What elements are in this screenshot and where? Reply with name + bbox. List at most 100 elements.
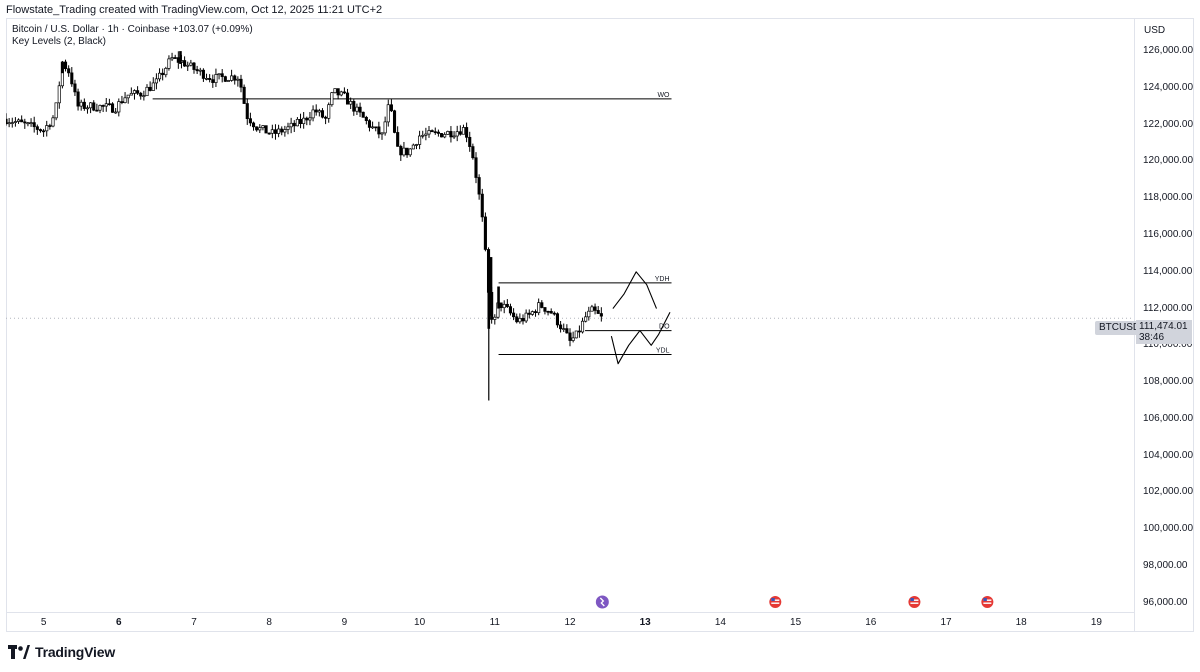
candle-body [151, 82, 155, 91]
price-tick-label: 102,000.00 [1143, 486, 1194, 498]
time-tick-label: 16 [865, 617, 877, 628]
price-tick-label: 122,000.00 [1143, 118, 1194, 130]
candle-body [192, 62, 196, 70]
flag-stripe [910, 602, 919, 604]
candle-body [245, 103, 249, 120]
candle-body [367, 120, 372, 128]
candle-body [26, 122, 30, 125]
candle-body [327, 104, 331, 119]
candle-body [32, 122, 36, 128]
candle-body [126, 94, 130, 99]
candle-body [67, 68, 71, 74]
price-tick-label: 120,000.00 [1143, 155, 1194, 167]
candle-body [16, 119, 21, 122]
candle-body [433, 131, 437, 134]
candle-body [54, 102, 58, 119]
candle-body [248, 118, 252, 124]
candle-body [439, 133, 444, 138]
legend-indicator[interactable]: Key Levels (2, Black) [12, 36, 106, 47]
candle-body [358, 106, 362, 113]
last-price-label: 111,474.01 38:46 [1136, 320, 1192, 344]
candle-body [527, 312, 531, 315]
candle-body-large [487, 262, 491, 329]
candle-body [443, 134, 447, 138]
candle-body [82, 101, 86, 109]
candle-body [308, 117, 312, 121]
us-flag-icon[interactable] [980, 595, 995, 609]
candle-body [183, 60, 187, 67]
candle-body [392, 110, 397, 133]
candle-body [480, 193, 484, 218]
candle-body [345, 92, 350, 105]
projection-path-2[interactable] [610, 311, 671, 365]
candle-body [524, 312, 528, 322]
candle-body [483, 216, 487, 250]
us-flag-icon[interactable] [907, 595, 922, 609]
candle-body [549, 310, 553, 314]
price-tick-label: 112,000.00 [1143, 302, 1193, 314]
time-tick-label: 18 [1015, 617, 1027, 628]
us-flag-icon[interactable] [768, 595, 783, 609]
candle-body [349, 101, 353, 105]
candle-body [13, 121, 17, 123]
candle-body [468, 136, 472, 147]
time-tick-label: 7 [191, 617, 197, 628]
price-tick-label: 106,000.00 [1143, 412, 1194, 424]
candle-body [577, 330, 581, 333]
candle-body [314, 109, 318, 113]
time-tick-label: 9 [341, 617, 348, 628]
candle-body [110, 103, 115, 113]
candle-body [139, 92, 143, 97]
brand-name: TradingView [35, 644, 116, 660]
candlestick-chart[interactable]: WO YDH DO YDL [6, 18, 1134, 612]
candle-body [35, 126, 39, 130]
candle-body [518, 317, 522, 323]
candle-body [280, 128, 284, 133]
candle-body [355, 106, 359, 112]
price-tick-label: 126,000.00 [1143, 45, 1194, 57]
candle-body [167, 58, 171, 69]
legend-symbol[interactable]: Bitcoin / U.S. Dollar · 1h · Coinbase [12, 24, 170, 35]
candle-body [477, 177, 481, 195]
time-axis[interactable]: 5 6 7 8 9 10 11 12 13 14 15 16 17 18 19 [6, 612, 1134, 632]
candle-body [552, 312, 556, 315]
candle-body [73, 83, 77, 93]
key-level-ydl-label: YDL [656, 348, 670, 355]
time-tick-label: 10 [414, 617, 426, 628]
candle-body [568, 332, 572, 341]
candle-body [195, 69, 199, 72]
price-tick-label: 104,000.00 [1143, 449, 1194, 461]
candle-body [414, 144, 419, 146]
candle-body [145, 86, 149, 97]
time-tick-label: 12 [564, 617, 576, 628]
candle-body [198, 69, 202, 72]
candle-body [317, 110, 321, 113]
candle-body [211, 79, 215, 83]
candle-body [154, 78, 158, 84]
candle-body-large [179, 51, 182, 64]
candle-body [189, 62, 193, 66]
candle-body [92, 102, 96, 111]
candle-body [383, 121, 387, 134]
candle-body [571, 337, 575, 341]
price-axis[interactable]: 126,000.00 124,000.00 122,000.00 120,000.00… [1134, 18, 1194, 632]
candle-body [505, 303, 509, 307]
candle-body [474, 157, 478, 178]
candle-body [452, 135, 456, 138]
currency-label[interactable]: USD [1144, 25, 1166, 36]
candle-body [336, 88, 340, 96]
candle-body [339, 91, 343, 96]
candle-body [493, 316, 497, 320]
candle-body [161, 72, 165, 76]
flag-canton [910, 598, 914, 601]
candle-body [255, 126, 259, 131]
candle-body [584, 316, 588, 322]
flag-stripe [983, 599, 992, 601]
candle-body [512, 312, 516, 318]
candle-body [270, 129, 274, 134]
time-tick-label: 17 [940, 617, 952, 628]
chart-pane[interactable]: WO YDH DO YDL [6, 18, 1134, 612]
projection-path-1[interactable] [612, 271, 658, 309]
candle-body-large [61, 62, 64, 74]
time-tick-label: 15 [790, 617, 802, 628]
